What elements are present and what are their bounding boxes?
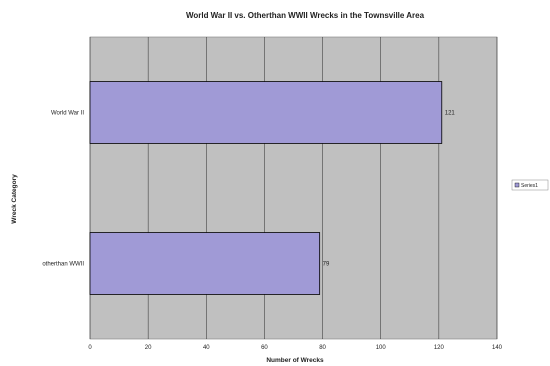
y-axis-categories: World War II otherthan WWII [42,111,84,268]
x-tick-label: 120 [434,345,445,351]
x-tick-label: 140 [492,345,503,351]
legend: Series1 [511,179,549,191]
bar [89,81,443,144]
legend-label: Series1 [521,183,538,189]
x-tick-label: 40 [203,345,210,351]
y-axis-title: Wreck Category [11,174,18,224]
x-axis-title: Number of Wrecks [266,357,324,364]
x-axis-ticks: 0 20 40 60 80 100 120 140 [88,345,502,351]
x-tick-label: 0 [88,345,92,351]
category-label: otherthan WWII [42,262,84,268]
x-tick-label: 60 [261,345,268,351]
chart-title: World War II vs. Otherthan WWII Wrecks i… [186,11,425,20]
legend-swatch [514,182,520,188]
x-tick-label: 20 [145,345,152,351]
x-tick-label: 100 [376,345,387,351]
category-label: World War II [51,111,84,117]
legend-box [511,179,549,191]
bars [89,81,443,295]
data-label: 79 [323,262,330,268]
data-labels: 121 79 [323,111,456,268]
bar [89,232,321,295]
x-tick-label: 80 [319,345,326,351]
data-label: 121 [445,111,456,117]
